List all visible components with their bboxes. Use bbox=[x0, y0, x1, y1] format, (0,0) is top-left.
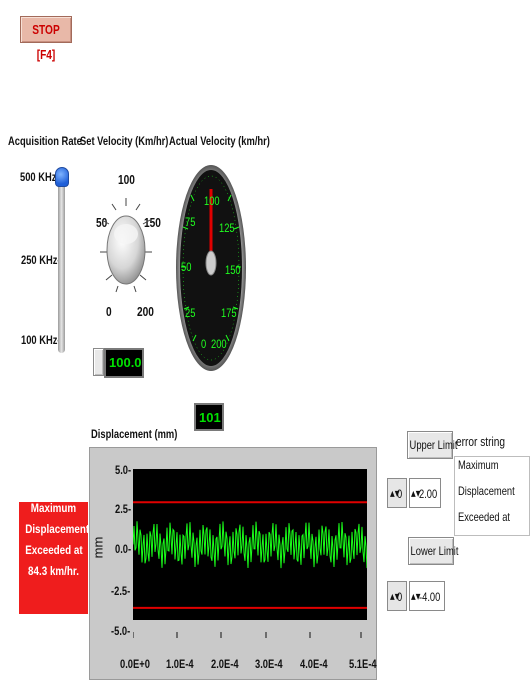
upper-limit-value-control[interactable]: ▴▾ 2.00 bbox=[409, 478, 441, 508]
set-velocity-title: Set Velocity (Km/hr) bbox=[80, 134, 169, 148]
x-tick-2: 2.0E-4 bbox=[211, 657, 239, 671]
lower-limit-label-box: Lower Limit bbox=[408, 537, 459, 565]
lower-limit-index: 0 bbox=[397, 590, 403, 604]
error-string-box: Maximum Displacement Exceeded at bbox=[454, 456, 530, 536]
acquisition-rate-slider[interactable] bbox=[58, 170, 65, 353]
x-tick-1: 1.0E-4 bbox=[166, 657, 194, 671]
gauge-scale-150: 150 bbox=[225, 263, 241, 277]
waveform-svg bbox=[132, 501, 368, 609]
error-line-1: Maximum bbox=[458, 458, 499, 472]
acquisition-rate-title: Acquisition Rate bbox=[8, 134, 82, 148]
stop-button[interactable]: STOP [F4] bbox=[20, 16, 72, 62]
gauge-scale-0: 0 bbox=[201, 337, 207, 351]
y-axis-label: mm bbox=[90, 536, 106, 559]
waveform-series bbox=[132, 521, 368, 569]
upper-limit-value: 2.00 bbox=[419, 487, 438, 501]
gauge-scale-100: 100 bbox=[204, 194, 220, 208]
x-tick-0: 0.0E+0 bbox=[120, 657, 150, 671]
graph-title: Displacement (mm) bbox=[91, 427, 178, 441]
stop-button-label: STOP [F4] bbox=[32, 22, 60, 62]
x-tick-4: 4.0E-4 bbox=[300, 657, 328, 671]
knob-scale-150: 150 bbox=[144, 215, 161, 230]
y-tick-0: 0.0- bbox=[115, 542, 132, 556]
set-velocity-increment[interactable] bbox=[93, 348, 104, 376]
y-tick-neg5: -5.0- bbox=[111, 624, 131, 638]
alarm-line-4: 84.3 km/hr. bbox=[28, 564, 79, 578]
upper-limit-index-control[interactable]: ▴▾ 0 bbox=[387, 478, 407, 508]
upper-limit-index: 0 bbox=[397, 487, 403, 501]
set-velocity-display[interactable]: 100.00 bbox=[104, 348, 144, 378]
alarm-line-3: Exceeded at bbox=[25, 543, 83, 557]
gauge-scale-200: 200 bbox=[211, 337, 227, 351]
alarm-indicator: Maximum Displacement Exceeded at 84.3 km… bbox=[19, 501, 90, 614]
x-tick-5: 5.1E-4 bbox=[349, 657, 377, 671]
y-tick-5: 5.0- bbox=[115, 463, 132, 477]
x-axis-ticks bbox=[133, 632, 362, 638]
error-line-3: Exceeded at bbox=[458, 510, 511, 524]
knob-scale-50: 50 bbox=[96, 215, 108, 230]
upper-limit-label: Upper Limit bbox=[409, 438, 458, 452]
lower-limit-value: -4.00 bbox=[419, 590, 441, 604]
knob-scale-200: 200 bbox=[137, 304, 154, 319]
upper-limit-label-box: Upper Limit bbox=[407, 431, 458, 459]
alarm-line-2: Displacement bbox=[25, 522, 90, 536]
lower-limit-value-control[interactable]: ▴▾ -4.00 bbox=[409, 581, 445, 611]
alarm-line-1: Maximum bbox=[30, 501, 77, 515]
acq-tick-500: 500 KHz- bbox=[20, 170, 60, 184]
y-tick-neg2.5: -2.5- bbox=[111, 584, 131, 598]
set-velocity-knob[interactable] bbox=[88, 168, 168, 318]
x-tick-3: 3.0E-4 bbox=[255, 657, 283, 671]
upper-value-arrows-icon[interactable]: ▴▾ bbox=[411, 486, 421, 500]
actual-velocity-title: Actual Velocity (km/hr) bbox=[169, 134, 270, 148]
acq-tick-250: 250 KHz- bbox=[21, 253, 61, 267]
error-string-label: error string bbox=[456, 434, 506, 449]
error-line-2: Displacement bbox=[458, 484, 515, 498]
lower-limit-index-control[interactable]: ▴▾ 0 bbox=[387, 581, 407, 611]
knob-scale-100: 100 bbox=[118, 172, 135, 187]
gauge-scale-50: 50 bbox=[181, 260, 192, 274]
actual-velocity-display: 101 bbox=[194, 403, 224, 431]
gauge-scale-175: 175 bbox=[221, 306, 237, 320]
lower-limit-label: Lower Limit bbox=[410, 544, 459, 558]
lower-index-arrows-icon[interactable]: ▴▾ bbox=[390, 589, 400, 603]
gauge-scale-75: 75 bbox=[185, 215, 196, 229]
y-tick-2.5: 2.5- bbox=[115, 502, 132, 516]
acquisition-slider-thumb[interactable] bbox=[55, 167, 69, 187]
plot-area[interactable] bbox=[132, 469, 368, 620]
actual-velocity-gauge bbox=[176, 165, 246, 371]
gauge-scale-125: 125 bbox=[219, 221, 235, 235]
gauge-scale-25: 25 bbox=[185, 306, 196, 320]
upper-index-arrows-icon[interactable]: ▴▾ bbox=[390, 486, 400, 500]
lower-value-arrows-icon[interactable]: ▴▾ bbox=[411, 589, 421, 603]
set-velocity-knob-area: 100 50 150 0 200 bbox=[88, 168, 168, 319]
knob-scale-0: 0 bbox=[106, 304, 112, 319]
acq-tick-100: 100 KHz- bbox=[21, 333, 61, 347]
